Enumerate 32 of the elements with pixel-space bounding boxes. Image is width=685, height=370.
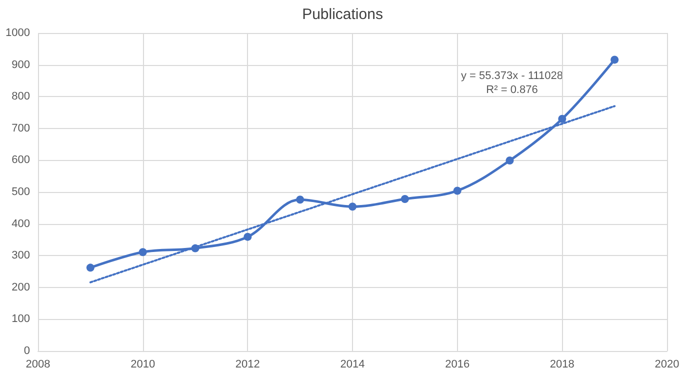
y-tick-label: 200: [12, 281, 30, 294]
annotation: R² = 0.876: [486, 84, 538, 96]
x-tick-label: 2010: [130, 358, 156, 370]
x-tick-label: 2020: [654, 358, 680, 370]
annotation: y = 55.373x - 111028: [460, 70, 564, 82]
point: [86, 264, 94, 272]
point: [244, 232, 252, 241]
point: [558, 114, 566, 123]
y-tick-label: 600: [12, 154, 30, 166]
chart-title: Publications: [302, 6, 383, 23]
y-tick-label: 1000: [6, 27, 30, 39]
y-tick-label: 700: [12, 122, 30, 134]
y-tick-label: 500: [12, 186, 30, 198]
point: [296, 196, 304, 204]
x-tick-label: 2014: [340, 358, 365, 370]
x-tick-label: 2008: [26, 358, 50, 370]
point: [138, 248, 147, 256]
point: [506, 156, 514, 165]
y-tick-label: 300: [12, 250, 30, 262]
point: [400, 195, 409, 203]
x-tick-label: 2012: [235, 358, 260, 370]
point: [348, 202, 356, 211]
y-tick-label: 0: [24, 345, 30, 357]
y-tick-label: 100: [12, 313, 30, 326]
y-tick-label: 900: [12, 58, 30, 71]
point: [453, 186, 462, 195]
point: [191, 244, 200, 252]
x-tick-label: 2018: [550, 358, 574, 370]
point: [610, 56, 619, 64]
y-tick-label: 400: [12, 218, 30, 230]
x-tick-label: 2016: [445, 358, 470, 370]
y-tick-label: 800: [12, 90, 30, 103]
